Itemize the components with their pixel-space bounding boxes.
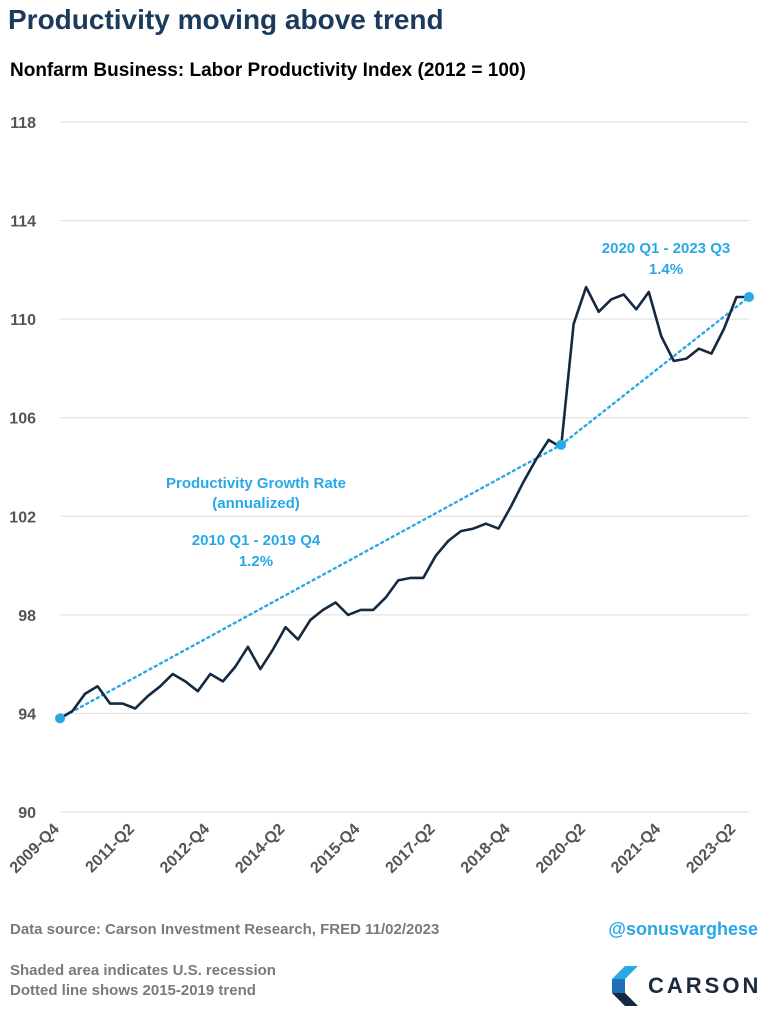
x-tick-labels: 2009-Q4 2011-Q2 2012-Q4 2014-Q2 2015-Q4 2017-… [7,821,740,877]
line-chart: 90 94 98 102 106 110 114 118 2009-Q4 2011-Q2 2012… [7,115,754,877]
trend-line [58,443,563,720]
grid-layer [60,121,749,813]
recession-note: Shaded area indicates U.S. recession [10,962,276,979]
x-tick-label: 2014-Q2 [232,821,288,877]
y-tick-label: 90 [18,805,36,822]
annotation-growth-title-2: (annualized) [212,495,300,512]
chart-title: Productivity moving above trend [8,4,444,35]
trend-line [559,295,751,447]
y-tick-label: 106 [9,411,36,428]
trend-marker [556,439,567,450]
annotation-period1-label: 2010 Q1 - 2019 Q4 [192,532,321,549]
y-tick-label: 110 [10,312,36,329]
y-tick-label: 94 [18,706,36,723]
annotation-period2-rate: 1.4% [649,261,683,278]
y-tick-label: 118 [10,115,36,132]
data-source-text: Data source: Carson Investment Research,… [10,921,440,938]
x-tick-label: 2018-Q4 [458,821,514,877]
chart-subtitle: Nonfarm Business: Labor Productivity Ind… [10,60,526,81]
author-handle: @sonusvarghese [608,919,758,939]
carson-logo: CARSON [612,966,761,1006]
trend-marker [55,713,65,724]
trend-markers [55,291,754,724]
y-tick-label: 114 [10,214,36,231]
trend-marker [744,291,754,302]
y-tick-label: 98 [18,608,36,625]
y-tick-labels: 90 94 98 102 106 110 114 118 [9,115,36,822]
x-tick-label: 2009-Q4 [7,821,63,877]
x-tick-label: 2012-Q4 [157,821,213,877]
x-tick-label: 2020-Q2 [533,821,589,877]
x-tick-label: 2023-Q2 [683,821,739,877]
y-tick-label: 102 [9,509,36,526]
x-tick-label: 2015-Q4 [307,821,363,877]
carson-logo-text: CARSON [648,973,762,998]
x-tick-label: 2017-Q2 [383,821,439,877]
trend-note: Dotted line shows 2015-2019 trend [10,982,256,999]
annotation-period2-label: 2020 Q1 - 2023 Q3 [602,240,730,257]
annotations: Productivity Growth Rate (annualized) 20… [166,240,730,570]
productivity-series-line [59,285,749,720]
x-tick-label: 2011-Q2 [83,821,138,876]
annotation-period1-rate: 1.2% [239,553,273,570]
x-tick-label: 2021-Q4 [608,821,664,877]
annotation-growth-title-1: Productivity Growth Rate [166,475,346,492]
carson-logo-icon [612,966,638,1006]
trend-lines [58,295,751,720]
